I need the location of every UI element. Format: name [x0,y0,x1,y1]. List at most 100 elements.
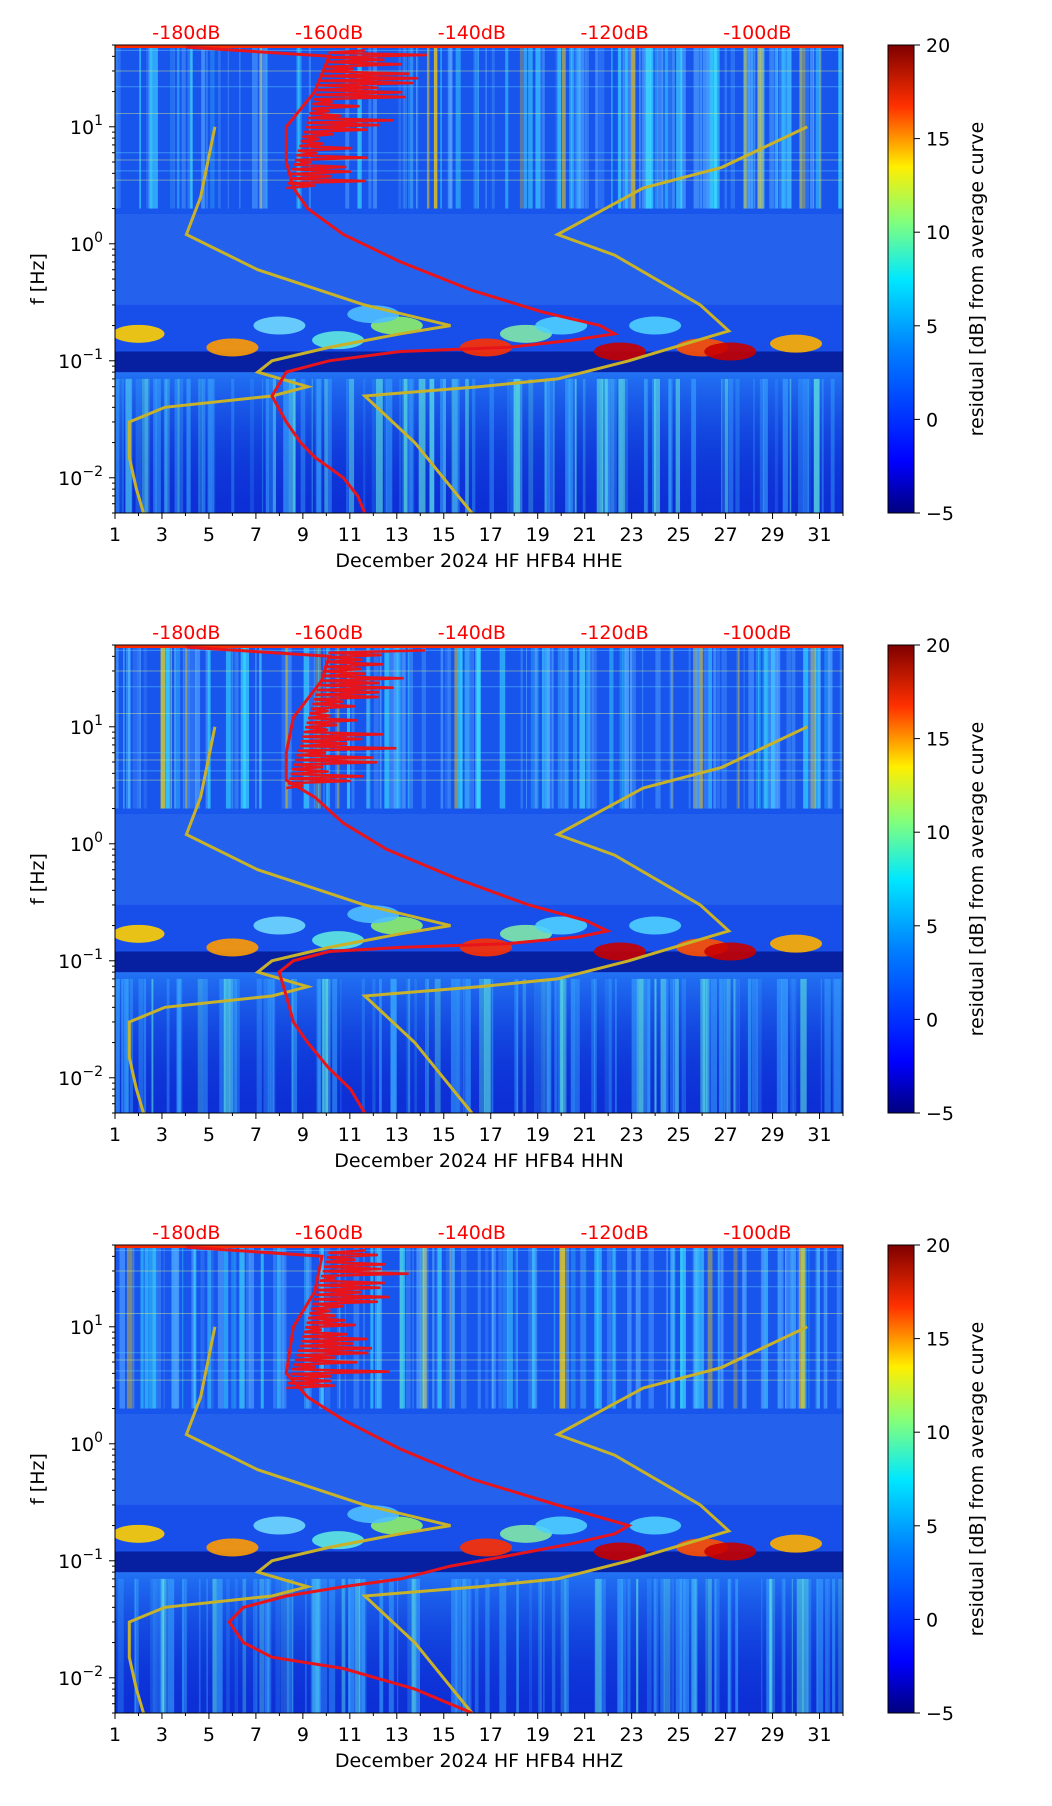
hf-streak [335,645,338,809]
microseism-blob [253,316,306,335]
colorbar-tick-label: 0 [926,1609,938,1631]
lf-streak [825,1578,828,1713]
top-edge-band [115,1245,843,1248]
x-tick-label: 9 [297,524,309,546]
lf-streak [507,378,509,513]
hf-streak [379,645,382,809]
hf-streak [115,45,121,209]
lf-streak [263,978,269,1113]
hf-streak [366,645,371,809]
lf-streak [292,378,295,513]
hf-streak [542,45,545,209]
hf-streak [838,45,841,209]
hf-streak [502,1245,508,1409]
lf-streak [627,1578,631,1713]
lf-streak [409,378,415,513]
db-tick-label: -180dB [152,1222,220,1244]
hf-streak [569,45,574,209]
hf-streak [713,645,717,809]
hf-streak [149,45,154,209]
lf-streak [726,978,731,1113]
hf-streak [838,45,842,209]
hf-streak [265,45,268,209]
hf-streak [618,45,621,209]
lf-streak [407,378,413,513]
lf-streak [178,978,183,1113]
y-tick-label: 101 [70,113,103,139]
lf-streak [451,378,458,513]
hf-streak [422,1245,427,1409]
microseism-blob [206,1538,259,1557]
hf-streak [433,45,438,209]
lf-streak [654,378,660,513]
hf-streak [229,645,234,809]
hf-streak [407,45,414,209]
hf-streak [627,45,632,209]
colorbar-tick-label: 20 [926,635,950,657]
hf-streak [538,45,545,209]
spectrogram-area [115,1245,843,1713]
hf-streak [125,645,131,809]
hf-streak [764,645,768,809]
lf-streak [554,978,557,1113]
lf-streak [265,378,269,513]
hf-streak [193,1245,195,1409]
lf-streak [759,378,765,513]
lf-streak [407,1578,414,1713]
hf-streak [156,1245,162,1409]
lf-streak [125,378,130,513]
lf-streak [462,1578,469,1713]
hf-streak [454,645,458,809]
colorbar [887,44,915,514]
hf-streak [468,645,475,809]
lf-streak [821,378,824,513]
lf-streak [456,978,463,1113]
nhnm-curve [361,725,808,1113]
x-tick-label: 29 [760,524,784,546]
hf-streak [239,1245,244,1409]
hf-streak [758,645,760,809]
lf-streak [675,378,681,513]
y-axis-label: f [Hz] [27,1453,49,1505]
lf-streak [442,378,447,513]
db-tick-label: -180dB [152,622,220,644]
hf-streak [717,645,720,809]
db-tick-label: -140dB [438,622,506,644]
hf-streak [669,45,672,209]
lf-streak [280,1578,284,1713]
lf-streak [179,378,184,513]
lf-streak [620,1578,623,1713]
x-tick-label: 27 [713,1724,737,1746]
hf-streak [365,645,370,809]
hf-streak [436,1245,439,1409]
lf-streak [660,1578,664,1713]
lf-streak [347,1578,355,1713]
lf-streak [727,1578,732,1713]
lf-band [115,372,843,513]
hf-streak [587,645,592,809]
hf-streak [824,645,831,809]
lf-streak [202,978,208,1113]
colorbar-tick-label: 5 [926,1516,938,1538]
lf-streak [176,378,178,513]
hf-streak [709,45,713,209]
hf-streak [473,45,479,209]
hf-streak [182,645,185,809]
lf-streak [668,378,672,513]
x-tick-label: 19 [526,1124,550,1146]
hf-streak [514,1245,518,1409]
hf-streak [718,1245,720,1409]
x-tick-label: 19 [526,1724,550,1746]
average-psd-hf [286,49,427,190]
hf-streak [531,1245,535,1409]
lf-streak [216,1578,223,1713]
x-tick-label: 11 [338,1124,362,1146]
lf-streak [198,378,204,513]
lf-streak [714,1578,717,1713]
db-tick-label: -160dB [295,622,363,644]
lf-streak [679,1578,686,1713]
lf-streak [470,1578,472,1713]
lf-streak [491,978,494,1113]
lf-streak [733,978,738,1113]
lf-streak [756,978,762,1113]
